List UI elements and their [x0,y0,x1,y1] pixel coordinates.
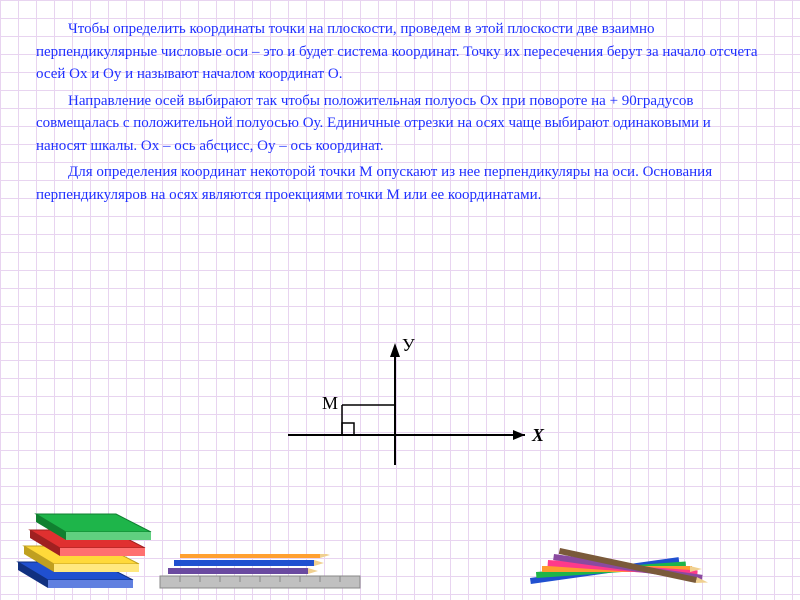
pencils-left-icon [150,554,390,594]
pencils-right-icon [500,534,790,594]
paragraph-2: Направление осей выбирают так чтобы поло… [36,90,764,158]
y-axis-label: У [402,335,415,355]
paragraph-1: Чтобы определить координаты точки на пло… [36,18,764,86]
books-icon [8,482,158,592]
paragraph-3: Для определения координат некоторой точк… [36,161,764,206]
m-point-label: М [322,393,338,413]
text-block: Чтобы определить координаты точки на пло… [0,0,800,206]
x-axis-label: X [531,425,545,445]
coordinate-axes-diagram: X У М [280,335,560,495]
